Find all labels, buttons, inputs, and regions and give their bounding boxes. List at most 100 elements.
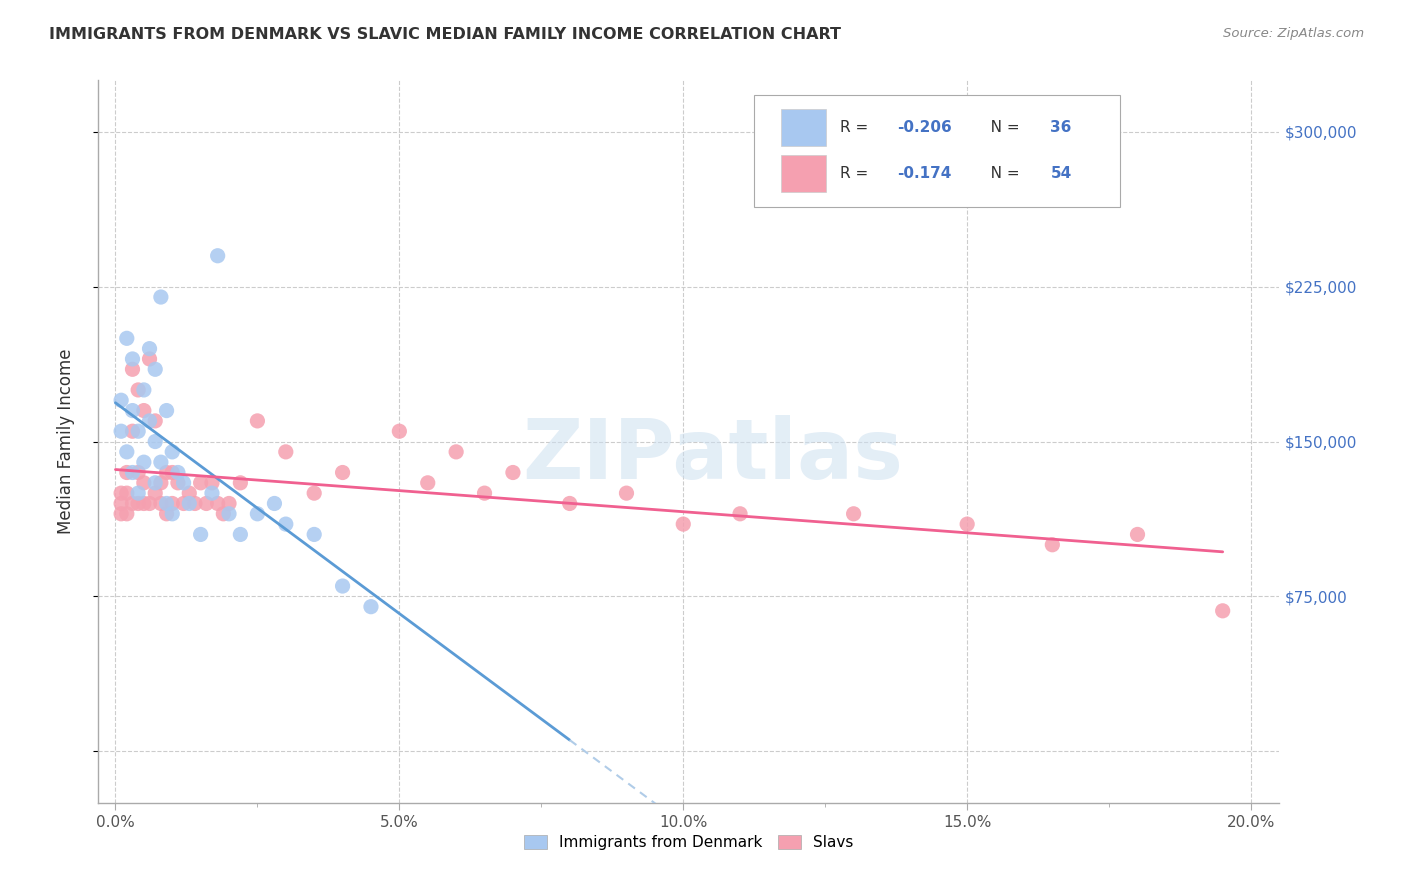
Point <box>143 475 166 490</box>
Point <box>138 414 160 428</box>
Text: N =: N = <box>976 120 1025 136</box>
FancyBboxPatch shape <box>754 95 1121 207</box>
Point <box>474 486 496 500</box>
Point <box>149 455 172 469</box>
Point <box>302 527 325 541</box>
Point <box>121 496 143 510</box>
Point <box>138 351 160 366</box>
Point <box>121 403 143 417</box>
Point <box>138 496 160 510</box>
Point <box>110 486 132 500</box>
Point <box>207 249 229 263</box>
Point <box>138 342 160 356</box>
Point <box>162 496 183 510</box>
Y-axis label: Median Family Income: Median Family Income <box>56 349 75 534</box>
Text: Source: ZipAtlas.com: Source: ZipAtlas.com <box>1223 27 1364 40</box>
Point <box>143 362 166 376</box>
Text: N =: N = <box>976 166 1025 181</box>
Point <box>143 486 166 500</box>
Text: R =: R = <box>841 120 873 136</box>
Point <box>207 496 229 510</box>
Point <box>162 445 183 459</box>
Point <box>728 507 751 521</box>
Point <box>121 424 143 438</box>
Text: -0.206: -0.206 <box>897 120 952 136</box>
Point <box>212 507 235 521</box>
Point <box>332 466 354 480</box>
Point <box>229 475 252 490</box>
Point <box>155 466 177 480</box>
Point <box>201 486 224 500</box>
Text: -0.174: -0.174 <box>897 166 952 181</box>
Point <box>558 496 581 510</box>
Point <box>218 496 240 510</box>
Point <box>246 507 269 521</box>
Point <box>155 496 177 510</box>
Point <box>444 445 467 459</box>
Point <box>149 496 172 510</box>
Point <box>121 351 143 366</box>
Point <box>229 527 252 541</box>
Legend: Immigrants from Denmark, Slavs: Immigrants from Denmark, Slavs <box>519 830 859 856</box>
Point <box>155 403 177 417</box>
Point <box>672 517 695 532</box>
Point <box>1212 604 1234 618</box>
Point <box>190 527 212 541</box>
Point <box>115 486 138 500</box>
Point <box>115 445 138 459</box>
Point <box>115 466 138 480</box>
Point <box>179 496 201 510</box>
Point <box>110 507 132 521</box>
Point <box>195 496 218 510</box>
Point <box>167 475 190 490</box>
Text: R =: R = <box>841 166 879 181</box>
Point <box>274 517 297 532</box>
Point <box>162 507 183 521</box>
Point <box>132 403 155 417</box>
Point <box>155 507 177 521</box>
Point <box>162 466 183 480</box>
Text: 36: 36 <box>1050 120 1071 136</box>
Point <box>127 486 149 500</box>
Point <box>502 466 524 480</box>
Point <box>167 466 190 480</box>
Bar <box>782 155 825 192</box>
Point <box>127 496 149 510</box>
Point <box>360 599 382 614</box>
Point <box>179 486 201 500</box>
Point <box>190 475 212 490</box>
Point <box>115 331 138 345</box>
Point <box>149 475 172 490</box>
Point <box>132 496 155 510</box>
Point <box>127 424 149 438</box>
Point <box>263 496 285 510</box>
Point <box>218 507 240 521</box>
Point <box>121 466 143 480</box>
Point <box>132 383 155 397</box>
Point <box>956 517 979 532</box>
Point <box>332 579 354 593</box>
Text: ZIPatlas: ZIPatlas <box>522 416 903 497</box>
Point <box>388 424 411 438</box>
Point <box>173 475 195 490</box>
Text: 54: 54 <box>1050 166 1071 181</box>
Point <box>132 475 155 490</box>
Point <box>1126 527 1149 541</box>
Point <box>110 496 132 510</box>
Point <box>149 290 172 304</box>
Point <box>127 383 149 397</box>
Point <box>416 475 439 490</box>
Point <box>302 486 325 500</box>
Bar <box>782 110 825 146</box>
Point <box>201 475 224 490</box>
Text: IMMIGRANTS FROM DENMARK VS SLAVIC MEDIAN FAMILY INCOME CORRELATION CHART: IMMIGRANTS FROM DENMARK VS SLAVIC MEDIAN… <box>49 27 841 42</box>
Point <box>143 434 166 449</box>
Point <box>143 414 166 428</box>
Point <box>274 445 297 459</box>
Point <box>127 466 149 480</box>
Point <box>616 486 638 500</box>
Point <box>115 507 138 521</box>
Point <box>173 496 195 510</box>
Point <box>132 455 155 469</box>
Point <box>184 496 207 510</box>
